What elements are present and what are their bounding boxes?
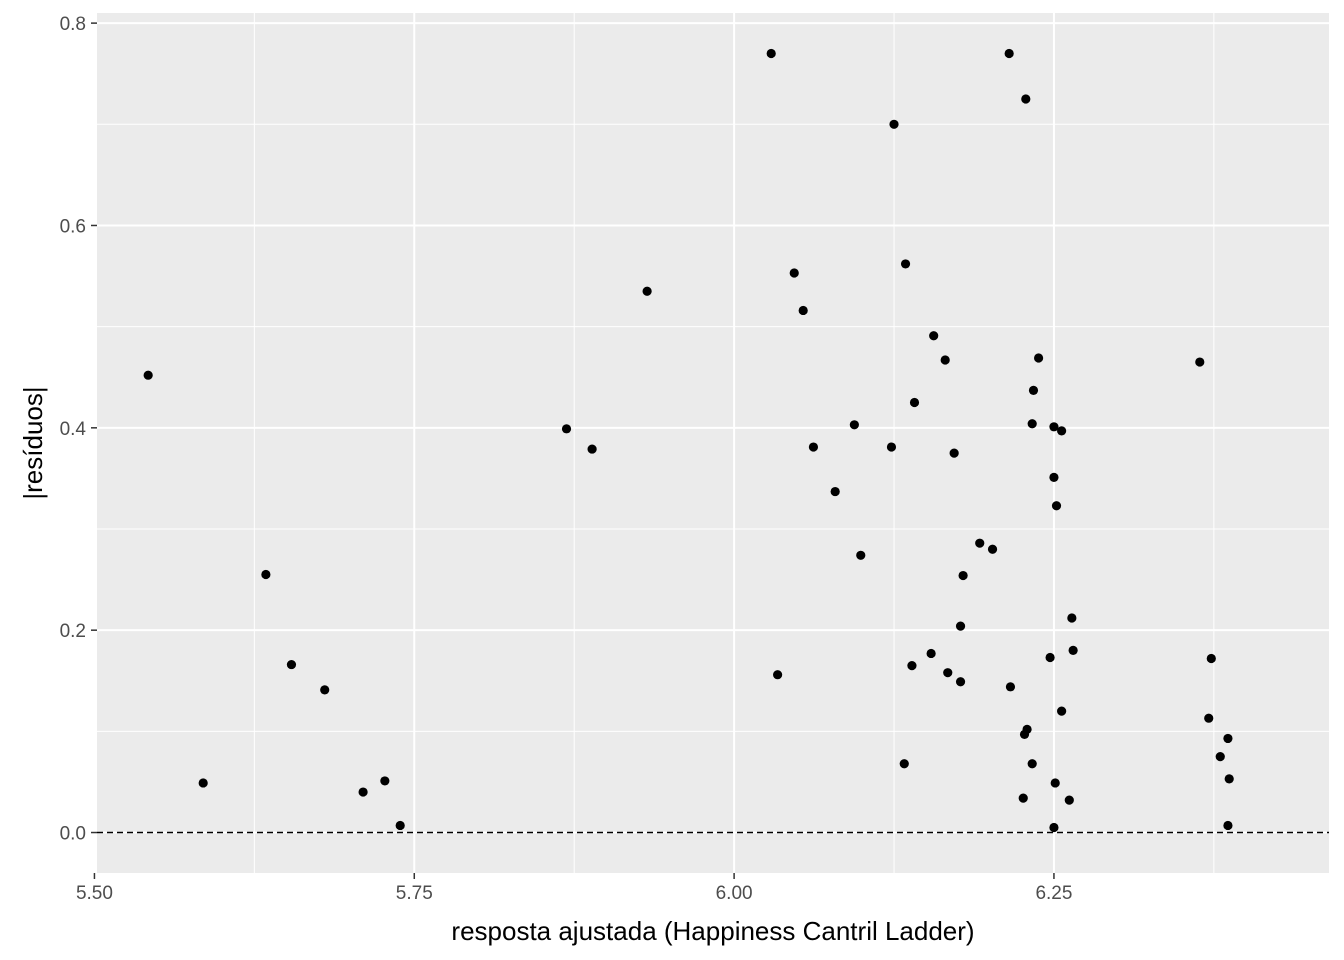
y-axis-title: |resíduos| — [18, 386, 48, 499]
panel-background — [97, 13, 1329, 873]
data-point — [1049, 472, 1059, 482]
data-point — [587, 444, 597, 454]
data-point — [1224, 774, 1234, 784]
data-point — [1028, 385, 1039, 395]
data-point — [940, 355, 950, 365]
data-point — [955, 621, 966, 631]
data-point — [395, 820, 405, 831]
data-point — [561, 424, 572, 434]
data-point — [808, 442, 819, 452]
data-point — [198, 778, 208, 788]
minor-grid — [97, 13, 1329, 873]
data-point — [1067, 613, 1077, 623]
data-point — [926, 648, 936, 659]
y-tick-label: 0.4 — [60, 419, 87, 440]
data-point — [1068, 645, 1078, 656]
data-point — [798, 305, 808, 316]
data-point — [1018, 793, 1028, 803]
data-point — [1064, 795, 1074, 805]
data-point — [1057, 426, 1067, 436]
data-point — [380, 776, 390, 786]
data-point — [1027, 759, 1037, 769]
data-point — [987, 544, 998, 554]
data-point — [1049, 822, 1059, 833]
data-point — [1033, 353, 1044, 363]
data-point — [320, 685, 330, 695]
y-tick-labels: 0.0 0.2 0.4 0.6 0.8 — [60, 14, 87, 844]
data-point — [958, 570, 968, 581]
data-point — [1057, 706, 1067, 716]
data-point — [975, 538, 985, 548]
axis-ticks — [91, 22, 1055, 879]
data-point — [900, 259, 911, 269]
data-point — [1204, 713, 1214, 723]
data-point — [1022, 724, 1032, 734]
x-tick-label: 5.75 — [396, 883, 433, 904]
data-point — [1223, 820, 1233, 831]
data-point — [909, 397, 920, 408]
data-point — [856, 550, 866, 560]
y-tick-label: 0.8 — [60, 14, 86, 35]
data-point — [286, 659, 297, 670]
data-point — [1021, 94, 1031, 104]
data-point — [1051, 501, 1062, 511]
y-tick-label: 0.2 — [60, 621, 86, 642]
data-point — [1223, 733, 1233, 744]
data-point — [143, 370, 153, 380]
data-point — [261, 569, 271, 580]
data-point — [949, 448, 959, 458]
data-point — [1206, 653, 1216, 664]
data-point — [1050, 778, 1060, 788]
data-point — [1005, 682, 1016, 692]
data-point — [889, 119, 899, 129]
x-axis-title: resposta ajustada (Happiness Cantril Lad… — [451, 916, 974, 946]
data-point — [907, 660, 917, 671]
data-point — [929, 331, 939, 341]
data-point — [1045, 652, 1055, 663]
x-tick-label: 5.50 — [76, 883, 113, 904]
data-point — [899, 759, 909, 769]
data-point — [943, 668, 953, 678]
data-point — [358, 787, 368, 797]
x-tick-labels: 5.50 5.75 6.00 6.25 — [76, 883, 1072, 904]
y-tick-label: 0.6 — [60, 216, 86, 237]
data-point — [849, 420, 859, 430]
y-tick-label: 0.0 — [60, 824, 86, 845]
data-point — [1195, 357, 1205, 367]
data-point — [1215, 752, 1225, 762]
data-point — [830, 486, 840, 497]
data-point — [886, 442, 897, 452]
x-tick-label: 6.00 — [716, 883, 753, 904]
data-point — [1004, 48, 1014, 59]
data-points — [143, 48, 1234, 833]
data-point — [1049, 422, 1059, 432]
data-point — [766, 48, 776, 59]
data-point — [789, 268, 799, 278]
data-point — [1027, 419, 1037, 429]
data-point — [955, 677, 966, 687]
data-point — [642, 286, 652, 296]
data-point — [773, 670, 783, 680]
x-tick-label: 6.25 — [1035, 883, 1072, 904]
